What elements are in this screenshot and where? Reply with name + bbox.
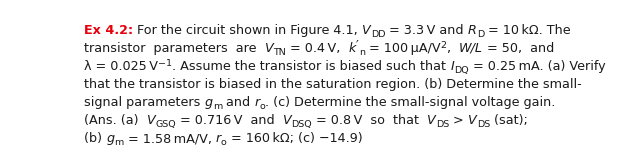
- Text: DSQ: DSQ: [291, 120, 312, 129]
- Text: . Assume the transistor is biased such that: . Assume the transistor is biased such t…: [172, 60, 451, 73]
- Text: = 50,  and: = 50, and: [482, 42, 554, 55]
- Text: ′: ′: [356, 38, 359, 51]
- Text: ,: ,: [447, 42, 459, 55]
- Text: V: V: [362, 24, 371, 37]
- Text: that the transistor is biased in the saturation region. (b) Determine the small-: that the transistor is biased in the sat…: [84, 78, 582, 91]
- Text: W/L: W/L: [459, 42, 482, 55]
- Text: DD: DD: [371, 30, 386, 38]
- Text: V: V: [283, 114, 291, 127]
- Text: g: g: [205, 96, 213, 109]
- Text: (sat);: (sat);: [490, 114, 528, 127]
- Text: m: m: [213, 102, 222, 111]
- Text: = 0.8 V  so  that: = 0.8 V so that: [312, 114, 427, 127]
- Text: D: D: [477, 30, 484, 38]
- Text: DQ: DQ: [454, 66, 469, 75]
- Text: o: o: [260, 102, 265, 111]
- Text: = 0.716 V  and: = 0.716 V and: [176, 114, 283, 127]
- Text: signal parameters: signal parameters: [84, 96, 205, 109]
- Text: >: >: [449, 114, 468, 127]
- Text: TN: TN: [273, 48, 286, 57]
- Text: and: and: [222, 96, 254, 109]
- Text: n: n: [359, 48, 365, 57]
- Text: V: V: [265, 42, 273, 55]
- Text: r: r: [254, 96, 260, 109]
- Text: DS: DS: [477, 120, 490, 129]
- Text: = 0.25 mA. (a) Verify: = 0.25 mA. (a) Verify: [469, 60, 605, 73]
- Text: transistor  parameters  are: transistor parameters are: [84, 42, 265, 55]
- Text: = 0.4 V,: = 0.4 V,: [286, 42, 349, 55]
- Text: GSQ: GSQ: [155, 120, 176, 129]
- Text: I: I: [451, 60, 454, 73]
- Text: = 1.58 mA/V,: = 1.58 mA/V,: [124, 132, 216, 145]
- Text: . (c) Determine the small-signal voltage gain.: . (c) Determine the small-signal voltage…: [265, 96, 555, 109]
- Text: = 100 μA/V: = 100 μA/V: [365, 42, 441, 55]
- Text: (Ans. (a): (Ans. (a): [84, 114, 147, 127]
- Text: g: g: [106, 132, 114, 145]
- Text: m: m: [114, 138, 124, 147]
- Text: = 10 kΩ. The: = 10 kΩ. The: [484, 24, 571, 37]
- Text: V: V: [468, 114, 477, 127]
- Text: (b): (b): [84, 132, 106, 145]
- Text: For the circuit shown in Figure 4.1,: For the circuit shown in Figure 4.1,: [134, 24, 362, 37]
- Text: o: o: [221, 138, 227, 147]
- Text: = 160 kΩ; (c) −14.9): = 160 kΩ; (c) −14.9): [227, 132, 363, 145]
- Text: λ = 0.025 V: λ = 0.025 V: [84, 60, 158, 73]
- Text: k: k: [349, 42, 356, 55]
- Text: Ex 4.2:: Ex 4.2:: [84, 24, 134, 37]
- Text: 2: 2: [441, 41, 447, 50]
- Text: DS: DS: [436, 120, 449, 129]
- Text: V: V: [427, 114, 436, 127]
- Text: = 3.3 V and: = 3.3 V and: [386, 24, 468, 37]
- Text: −1: −1: [158, 59, 172, 68]
- Text: r: r: [216, 132, 221, 145]
- Text: V: V: [147, 114, 155, 127]
- Text: R: R: [468, 24, 477, 37]
